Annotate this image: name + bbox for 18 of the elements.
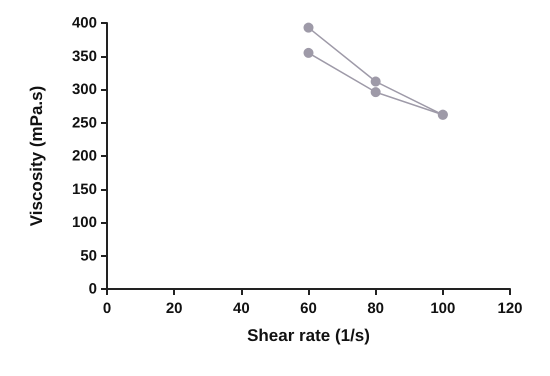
x-tick-label: 100 (430, 300, 456, 317)
y-tick-label: 250 (72, 114, 97, 132)
x-tick-label: 0 (102, 300, 112, 317)
y-tick-label: 200 (72, 148, 97, 164)
x-tick-label: 40 (232, 300, 250, 317)
y-tick-label: 100 (72, 214, 97, 231)
y-tick-label: 150 (72, 180, 97, 198)
x-axis-title: Shear rate (1/s) (247, 326, 370, 345)
x-tick-label: 60 (300, 300, 317, 317)
x-tick-label: 80 (367, 300, 384, 317)
y-tick-label: 300 (72, 81, 97, 98)
y-axis-title: Viscosity (mPa.s) (27, 86, 46, 226)
y-tick-label: 350 (72, 48, 97, 65)
x-tick-label: 120 (497, 300, 523, 317)
y-tick-label: 400 (72, 14, 97, 32)
y-tick-label: 0 (88, 280, 97, 298)
x-tick-label: 20 (166, 300, 183, 317)
y-tick-label: 50 (80, 247, 97, 264)
